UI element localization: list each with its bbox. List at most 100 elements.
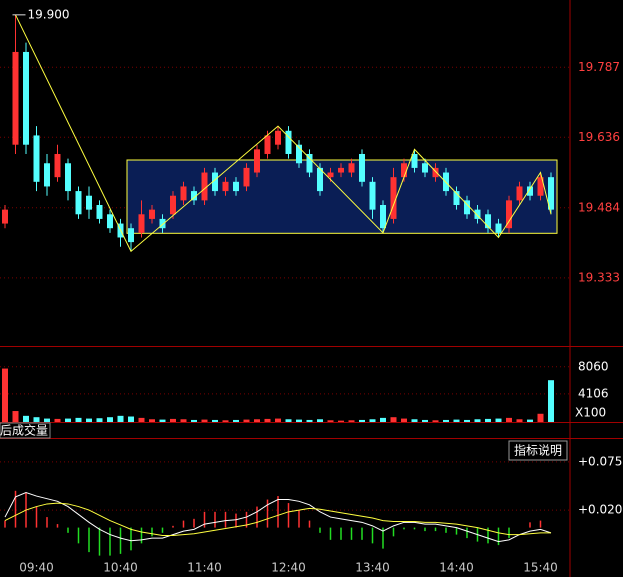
volume-bar: [191, 419, 197, 422]
candle-body: [464, 200, 470, 215]
candle-body: [33, 135, 40, 182]
y-tick-label: 19.787: [578, 60, 620, 74]
candle-body: [296, 144, 302, 164]
volume-bar: [548, 380, 554, 422]
x-tick-label: 12:40: [271, 561, 306, 575]
volume-bar: [527, 419, 533, 422]
candle-body: [275, 130, 281, 145]
candle-body: [254, 149, 260, 173]
volume-bar: [264, 418, 271, 422]
candle-body: [149, 209, 155, 219]
candle-body: [380, 205, 386, 229]
volume-bar: [2, 368, 8, 422]
candle-body: [107, 214, 113, 229]
indicator-tab[interactable]: [0, 422, 51, 439]
candle-body: [506, 200, 512, 229]
volume-bar: [359, 419, 365, 422]
volume-bar: [243, 419, 250, 422]
candle-body: [317, 167, 323, 192]
candle-body: [54, 153, 61, 178]
volume-bar: [338, 420, 344, 422]
volume-bar: [75, 417, 82, 422]
volume-bar: [485, 418, 491, 422]
volume-bar: [96, 418, 103, 422]
volume-bar: [506, 417, 512, 422]
volume-bar: [180, 419, 187, 422]
candle-body: [44, 163, 50, 187]
volume-bar: [65, 418, 71, 422]
candle-body: [159, 218, 166, 229]
volume-bar: [86, 418, 92, 422]
volume-bar: [138, 417, 145, 422]
volume-bar: [474, 419, 481, 422]
y-tick-label: +0.075: [578, 454, 622, 468]
indicator-button[interactable]: [508, 440, 568, 461]
volume-bar: [369, 419, 376, 422]
candle-body: [128, 228, 134, 243]
volume-bar: [327, 420, 334, 422]
candle-body: [191, 191, 197, 201]
dea-line: [4, 502, 551, 536]
y-tick-label: +0.020: [578, 503, 622, 517]
candle-body: [338, 167, 344, 173]
volume-bar: [233, 419, 239, 422]
volume-bar: [201, 419, 208, 422]
candle-body: [537, 177, 544, 196]
candle-body: [170, 195, 176, 215]
volume-bar: [275, 418, 281, 422]
candle-body: [264, 135, 271, 154]
candle-body: [390, 177, 397, 219]
candle-body: [474, 209, 481, 219]
volume-bar: [159, 419, 166, 422]
candle-body: [411, 153, 418, 168]
volume-bar: [285, 419, 292, 422]
annotation-label: 19.900: [28, 7, 70, 21]
candle-body: [327, 172, 334, 178]
volume-bar: [537, 413, 544, 422]
x-tick-label: 15:40: [523, 561, 558, 575]
volume-bar: [149, 419, 155, 422]
x-tick-label: 09:40: [19, 561, 54, 575]
candle-body: [222, 181, 229, 192]
volume-bar: [401, 418, 407, 422]
candle-body: [86, 195, 92, 210]
indicator-button-label: 指标说明: [514, 443, 562, 458]
candle-body: [12, 51, 19, 145]
x-tick-label: 11:40: [187, 561, 222, 575]
candle-body: [369, 181, 376, 210]
candle-body: [75, 191, 82, 215]
candle-body: [233, 181, 239, 192]
candle-body: [306, 153, 313, 173]
dif-line: [4, 492, 552, 543]
candle-body: [2, 209, 8, 224]
candle-body: [453, 191, 460, 206]
volume-bar: [222, 420, 229, 422]
volume-bar: [422, 419, 428, 422]
candle-body: [65, 163, 71, 192]
candle-body: [432, 167, 439, 178]
volume-bar: [117, 415, 124, 422]
volume-bar: [380, 417, 386, 422]
candle-body: [527, 186, 533, 196]
volume-bar: [495, 418, 502, 422]
candle-body: [243, 167, 250, 187]
volume-bar: [33, 417, 40, 422]
candle-body: [495, 223, 502, 233]
volume-bar: [44, 418, 50, 422]
y-tick-label: 19.484: [578, 200, 620, 214]
volume-bar: [432, 420, 439, 422]
y-tick-label: 19.636: [578, 130, 620, 144]
candle-body: [359, 153, 365, 182]
y-tick-label: 8060: [578, 359, 609, 373]
candle-body: [548, 177, 554, 210]
volume-bar: [348, 420, 355, 422]
candle-body: [138, 214, 145, 233]
candle-body: [422, 163, 428, 173]
candle-body: [348, 163, 355, 173]
candle-body: [516, 186, 523, 201]
candle-body: [485, 214, 491, 229]
candle-body: [180, 186, 187, 201]
volume-bar: [453, 419, 460, 422]
